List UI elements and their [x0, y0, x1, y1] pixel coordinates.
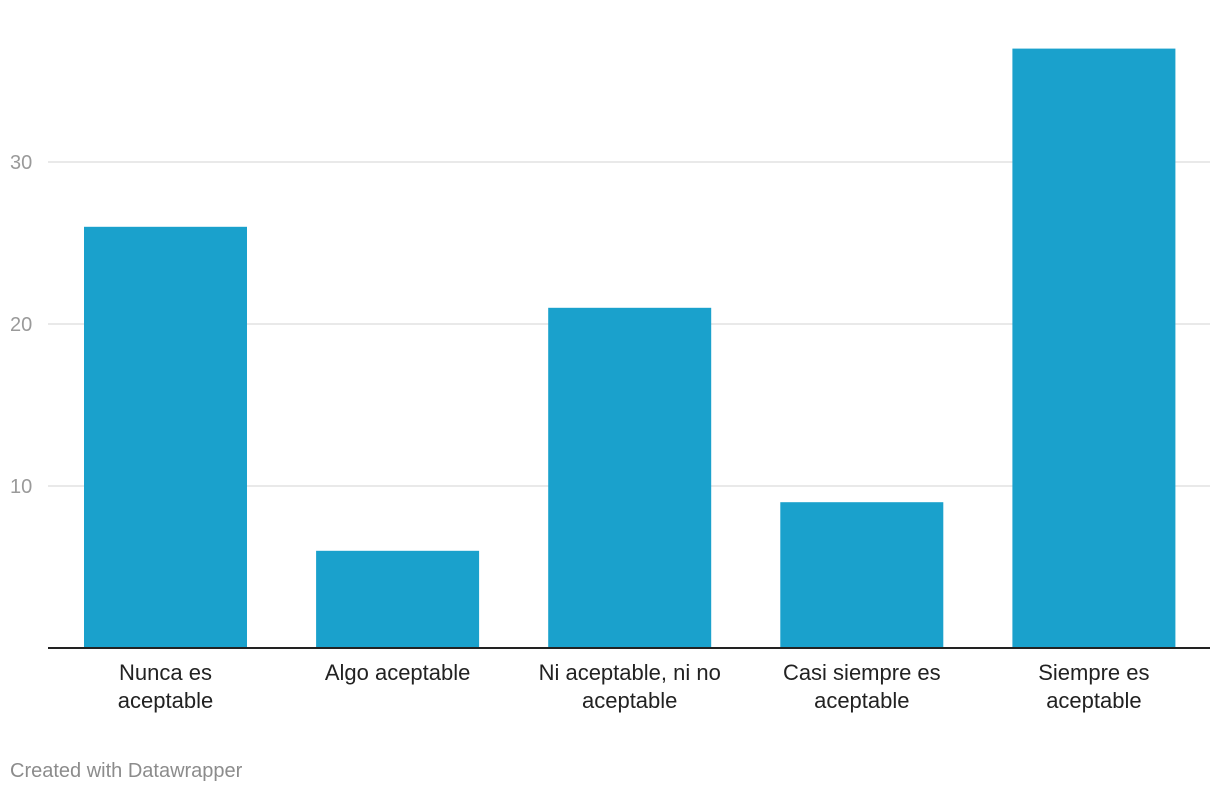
category-label-4: Casi siempre es aceptable — [783, 660, 941, 713]
y-tick-label-20: 20 — [10, 314, 32, 336]
y-tick-label-10: 10 — [10, 476, 32, 498]
y-tick-label-30: 30 — [10, 152, 32, 174]
category-label-3: Ni aceptable, ni no aceptable — [539, 660, 721, 713]
bars — [84, 48, 1176, 649]
bar-1 — [84, 226, 247, 649]
bar-4 — [780, 502, 944, 648]
bar-3 — [548, 307, 712, 648]
bar-2 — [316, 550, 480, 648]
category-label-1: Nunca es aceptable — [118, 660, 213, 713]
x-axis-categories: Nunca es aceptable Algo aceptable Ni acepta… — [118, 660, 1150, 713]
category-label-2: Algo aceptable — [325, 660, 471, 685]
category-label-5: Siempre es aceptable — [1038, 660, 1149, 713]
credit-text: Created with Datawrapper — [10, 760, 243, 782]
y-axis-ticks: 10 20 30 — [10, 152, 32, 498]
bar-5 — [1012, 48, 1176, 649]
